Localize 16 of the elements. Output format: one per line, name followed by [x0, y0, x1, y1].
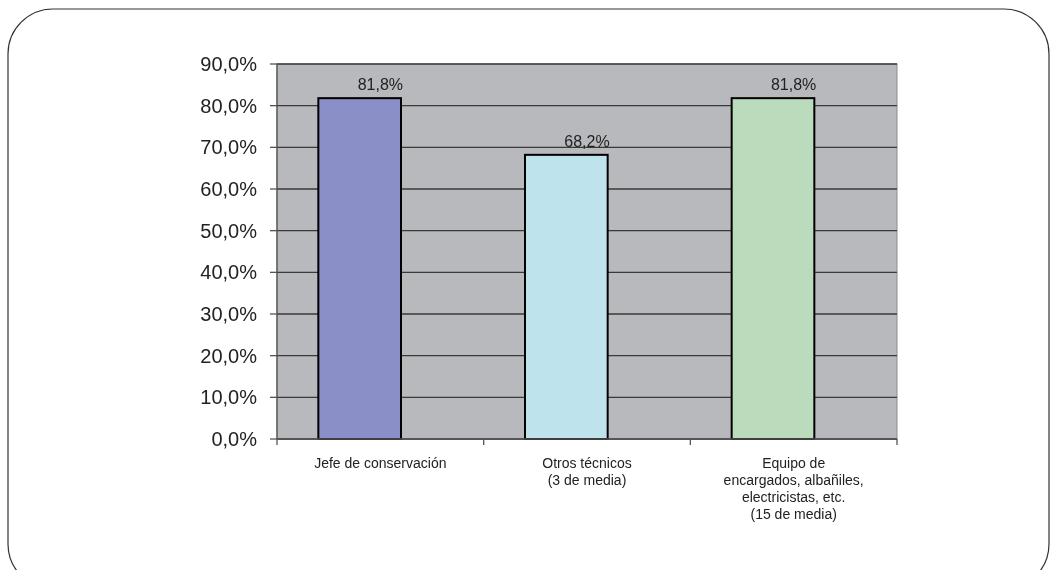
x-tick-label: Jefe de conservación: [314, 455, 447, 471]
y-tick-label: 90,0%: [200, 53, 258, 75]
y-tick-label: 40,0%: [200, 261, 258, 284]
y-tick-label: 30,0%: [200, 303, 258, 325]
y-tick-label: 10,0%: [200, 386, 258, 409]
y-tick-label: 60,0%: [200, 178, 258, 200]
y-tick-label: 70,0%: [200, 136, 258, 159]
x-tick-label: Otros técnicos (3 de media): [542, 455, 632, 488]
data-label: 68,2%: [564, 132, 610, 150]
x-tick-label: Equipo de encargados, albañiles, electricistas, etc. (15 de media): [723, 455, 864, 522]
y-tick-label: 0,0%: [211, 428, 258, 450]
data-label: 81,8%: [357, 76, 404, 94]
y-tick-label: 80,0%: [200, 94, 258, 117]
y-tick-label: 20,0%: [200, 344, 258, 367]
y-tick-label: 50,0%: [200, 219, 258, 242]
data-label: 81,8%: [770, 76, 817, 94]
